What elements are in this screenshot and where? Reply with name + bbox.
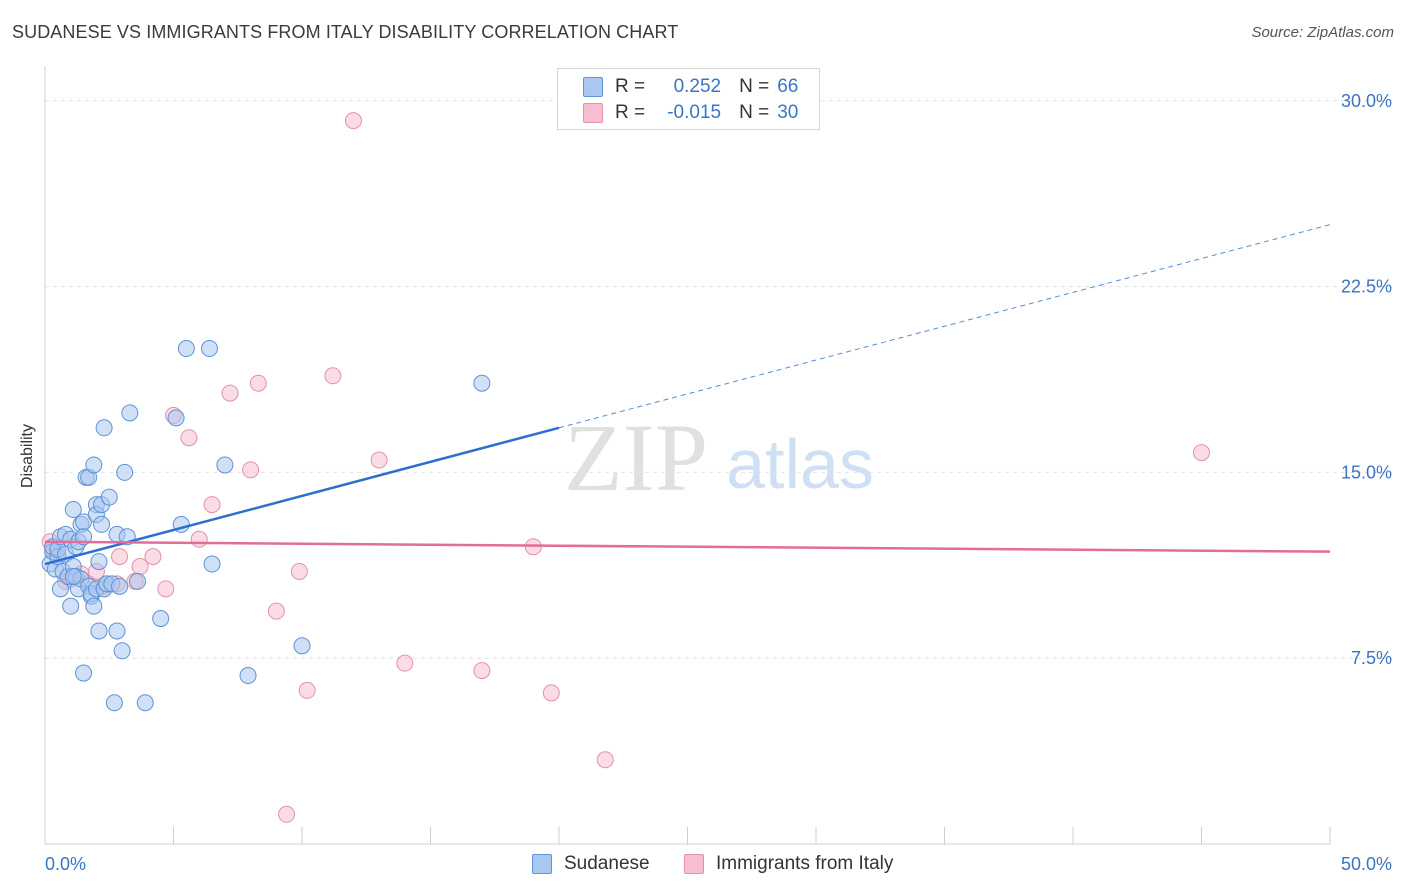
- source-label: Source: ZipAtlas.com: [1251, 24, 1394, 41]
- data-point-sudanese: [85, 597, 103, 615]
- data-point-sudanese: [113, 642, 131, 660]
- legend-r-label: R =: [615, 102, 646, 123]
- data-point-sudanese: [105, 694, 123, 712]
- legend-swatch-blue: [532, 854, 552, 874]
- data-point-italy: [111, 548, 129, 566]
- data-point-italy: [473, 662, 491, 680]
- y-tick-label: 30.0%: [1341, 91, 1392, 111]
- data-point-sudanese: [121, 404, 139, 422]
- data-point-italy: [290, 562, 308, 580]
- data-point-italy: [278, 805, 296, 823]
- data-point-sudanese: [51, 580, 69, 598]
- axes: [44, 66, 1331, 845]
- y-tick-label: 7.5%: [1351, 648, 1392, 668]
- watermark-atlas: atlas: [726, 425, 874, 503]
- legend-r-value: -0.015: [667, 102, 722, 123]
- legend-row-italy: R = -0.015 N = 30: [583, 101, 798, 125]
- data-point-sudanese: [216, 456, 234, 474]
- legend-n-label: N =: [739, 102, 770, 123]
- data-point-italy: [596, 751, 614, 769]
- legend-n-label: N =: [739, 76, 770, 97]
- data-point-sudanese: [111, 577, 129, 595]
- data-point-sudanese: [64, 501, 82, 519]
- legend-n-value: 66: [777, 76, 799, 97]
- x-tick-label-min: 0.0%: [45, 854, 86, 874]
- chart-title: SUDANESE VS IMMIGRANTS FROM ITALY DISABI…: [12, 22, 679, 42]
- data-point-sudanese: [90, 622, 108, 640]
- data-point-sudanese: [108, 622, 126, 640]
- legend-label-sudanese: Sudanese: [564, 853, 650, 874]
- data-point-sudanese: [167, 409, 185, 427]
- legend-label-italy: Immigrants from Italy: [716, 853, 894, 874]
- data-point-sudanese: [90, 553, 108, 571]
- legend-row-sudanese: R = 0.252 N = 66: [583, 75, 798, 99]
- trend-line-sudanese-projection: [558, 224, 1331, 429]
- legend-item-italy[interactable]: Immigrants from Italy: [684, 852, 893, 876]
- data-point-sudanese: [152, 610, 170, 628]
- data-point-sudanese: [239, 667, 257, 685]
- data-point-italy: [242, 461, 260, 479]
- trend-line-italy: [44, 540, 1331, 553]
- data-point-sudanese: [293, 637, 311, 655]
- data-point-italy: [267, 602, 285, 620]
- data-point-italy: [180, 429, 198, 447]
- legend-r-value: 0.252: [673, 76, 722, 97]
- watermark: ZIP atlas: [564, 404, 874, 511]
- data-point-sudanese: [93, 515, 111, 533]
- data-point-italy: [157, 580, 175, 598]
- tick-labels: 7.5% 15.0% 22.5% 30.0% 0.0% 50.0%: [45, 91, 1392, 874]
- legend-item-sudanese[interactable]: Sudanese: [532, 852, 650, 876]
- data-point-italy: [144, 548, 162, 566]
- data-point-italy: [370, 451, 388, 469]
- data-point-sudanese: [203, 555, 221, 573]
- data-point-sudanese: [100, 488, 118, 506]
- data-point-sudanese: [116, 463, 134, 481]
- data-point-sudanese: [62, 597, 80, 615]
- watermark-zip: ZIP: [564, 404, 708, 511]
- legend-n-value: 30: [777, 102, 799, 123]
- data-point-italy: [344, 112, 362, 130]
- data-point-sudanese: [75, 664, 93, 682]
- legend-swatch-pink: [684, 854, 704, 874]
- data-point-italy: [324, 367, 342, 385]
- trend-lines: [44, 224, 1331, 566]
- y-axis-label: Disability: [19, 423, 36, 489]
- data-point-italy: [298, 681, 316, 699]
- legend-swatch-pink: [583, 103, 603, 123]
- data-point-sudanese: [136, 694, 154, 712]
- y-tick-label: 22.5%: [1341, 277, 1392, 297]
- data-point-italy: [190, 530, 208, 548]
- legend-swatch-blue: [583, 77, 603, 97]
- data-point-sudanese: [200, 340, 218, 358]
- data-point-italy: [542, 684, 560, 702]
- data-point-italy: [221, 384, 239, 402]
- x-tick-label-max: 50.0%: [1341, 854, 1392, 874]
- data-point-sudanese: [129, 572, 147, 590]
- data-point-sudanese: [473, 374, 491, 392]
- gridlines: [45, 100, 1392, 659]
- data-point-italy: [396, 654, 414, 672]
- stats-legend: R = 0.252 N = 66 R = -0.015 N = 30: [557, 68, 820, 130]
- data-point-sudanese: [95, 419, 113, 437]
- legend-r-label: R =: [615, 76, 646, 97]
- data-point-sudanese: [177, 340, 195, 358]
- data-point-italy: [1193, 444, 1210, 462]
- data-point-italy: [203, 496, 221, 514]
- y-tick-label: 15.0%: [1341, 462, 1392, 482]
- series-sudanese: [41, 340, 491, 712]
- data-point-italy: [249, 374, 267, 392]
- data-point-sudanese: [85, 456, 103, 474]
- data-point-sudanese: [64, 567, 82, 585]
